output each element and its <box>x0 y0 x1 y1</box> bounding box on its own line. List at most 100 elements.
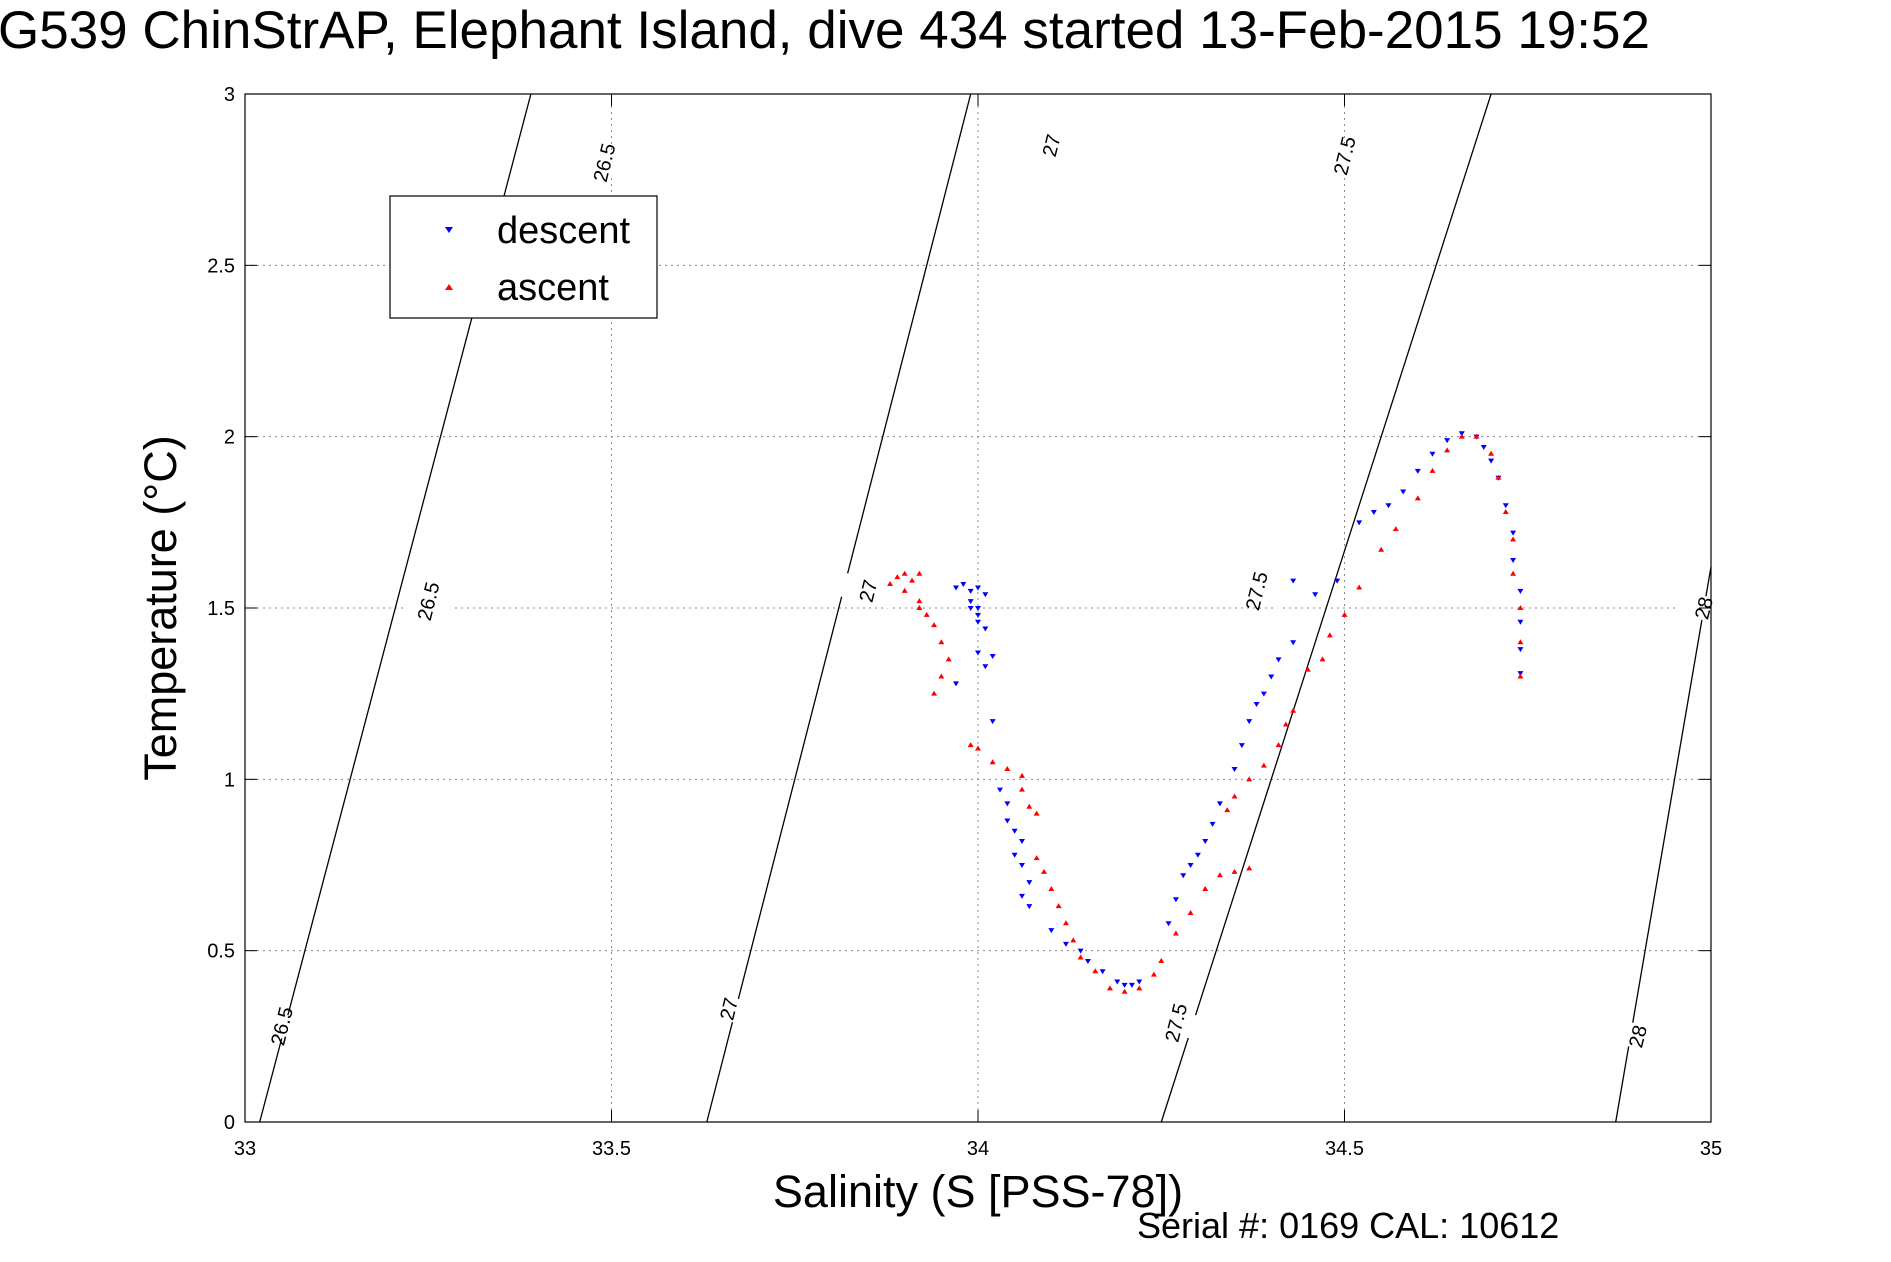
descent-point <box>989 653 996 659</box>
ascent-point <box>894 574 901 580</box>
ascent-point <box>1231 868 1238 874</box>
ascent-point <box>1517 605 1524 610</box>
descent-point <box>989 719 996 725</box>
descent-point <box>967 599 974 605</box>
descent-point <box>1216 801 1223 807</box>
descent-point <box>1165 921 1172 927</box>
ascent-point <box>1517 673 1524 679</box>
descent-point <box>1429 451 1436 457</box>
ascent-point <box>938 639 945 645</box>
contour-label-bg <box>839 572 897 609</box>
y-tick-label: 0 <box>224 1112 235 1134</box>
y-tick-label: 2 <box>224 427 235 449</box>
ascent-point <box>901 570 908 576</box>
ascent-point <box>1275 742 1282 748</box>
ascent-point <box>975 745 981 751</box>
descent-point <box>1018 893 1025 899</box>
ascent-point <box>1231 793 1238 799</box>
ascent-point <box>1290 707 1297 713</box>
ascent-point <box>945 656 952 662</box>
ascent-point <box>916 598 923 604</box>
descent-point <box>1480 444 1487 450</box>
ascent-point <box>1510 536 1517 542</box>
density-contour-line <box>706 93 972 1123</box>
contour-label-bg <box>1228 572 1285 609</box>
contour-label-bg <box>1147 1004 1205 1041</box>
descent-point <box>975 612 981 618</box>
ascent-point <box>1473 433 1480 439</box>
descent-point <box>1194 852 1201 858</box>
contour-label-bg <box>1609 1018 1666 1055</box>
descent-point <box>1018 839 1025 845</box>
ascent-point <box>1026 803 1033 809</box>
legend: descent ascent <box>389 195 658 319</box>
ascent-point <box>1092 968 1099 974</box>
ascent-point <box>1150 971 1157 977</box>
descent-point <box>1253 701 1260 707</box>
descent-point <box>1187 863 1194 868</box>
descent-point <box>1172 897 1179 903</box>
ascent-point <box>1018 786 1025 792</box>
descent-point <box>1510 530 1517 536</box>
descent-point <box>1084 958 1091 964</box>
ascent-point <box>1378 546 1385 552</box>
descent-point <box>1385 503 1392 509</box>
ascent-point <box>901 587 908 593</box>
ascent-point <box>1158 957 1165 963</box>
contour-label-bg <box>400 583 457 620</box>
ascent-point <box>916 570 923 576</box>
ascent-point <box>1414 495 1421 501</box>
ascent-point <box>1172 930 1179 936</box>
legend-box <box>389 195 658 319</box>
ascent-point <box>931 622 938 628</box>
descent-point <box>1517 588 1524 594</box>
contour-label: 27 <box>856 578 883 605</box>
descent-point <box>1517 647 1524 653</box>
ascent-point <box>1495 474 1502 480</box>
ascent-point <box>1106 985 1113 991</box>
ascent-point <box>1510 570 1517 576</box>
ascent-point <box>1502 509 1509 515</box>
descent-point <box>1268 674 1275 680</box>
descent-point <box>967 588 974 594</box>
descent-point <box>982 592 989 598</box>
y-tick-label: 1.5 <box>207 598 235 620</box>
x-axis-label: Salinity (S [PSS-78]) <box>773 1166 1183 1217</box>
ascent-point <box>1216 872 1223 878</box>
y-axis-label: Temperature (°C) <box>135 435 186 781</box>
ascent-point <box>1121 988 1128 994</box>
ascent-point <box>909 577 916 583</box>
descent-point <box>1018 863 1025 868</box>
contour-label: 28 <box>1625 1023 1652 1050</box>
contour-label-bg <box>1023 127 1080 164</box>
descent-point <box>1026 904 1033 910</box>
ascent-point <box>923 611 930 617</box>
descent-point <box>975 606 981 611</box>
ascent-point <box>1304 666 1311 672</box>
ascent-point <box>1488 450 1495 456</box>
x-tick-label: 34.5 <box>1325 1138 1364 1160</box>
contour-label-bg <box>700 990 757 1027</box>
ascent-point <box>1033 855 1040 861</box>
descent-point <box>1011 852 1018 858</box>
descent-point <box>1099 969 1106 975</box>
ascent-point <box>1187 909 1194 915</box>
ascent-point <box>1246 776 1253 782</box>
descent-point <box>1004 801 1011 807</box>
ascent-point <box>1319 656 1326 662</box>
descent-point <box>1004 818 1011 824</box>
ascent-point <box>887 581 894 587</box>
descent-point <box>982 626 989 632</box>
ascent-point <box>1356 584 1363 590</box>
ascent-point <box>1224 807 1231 813</box>
ascent-point <box>1055 903 1062 909</box>
descent-point <box>1128 982 1135 988</box>
legend-ascent-marker <box>445 284 453 290</box>
ascent-point <box>1246 865 1253 871</box>
descent-point <box>1246 719 1253 725</box>
descent-point <box>1312 592 1319 598</box>
descent-point <box>1238 743 1245 749</box>
descent-point <box>967 606 974 611</box>
